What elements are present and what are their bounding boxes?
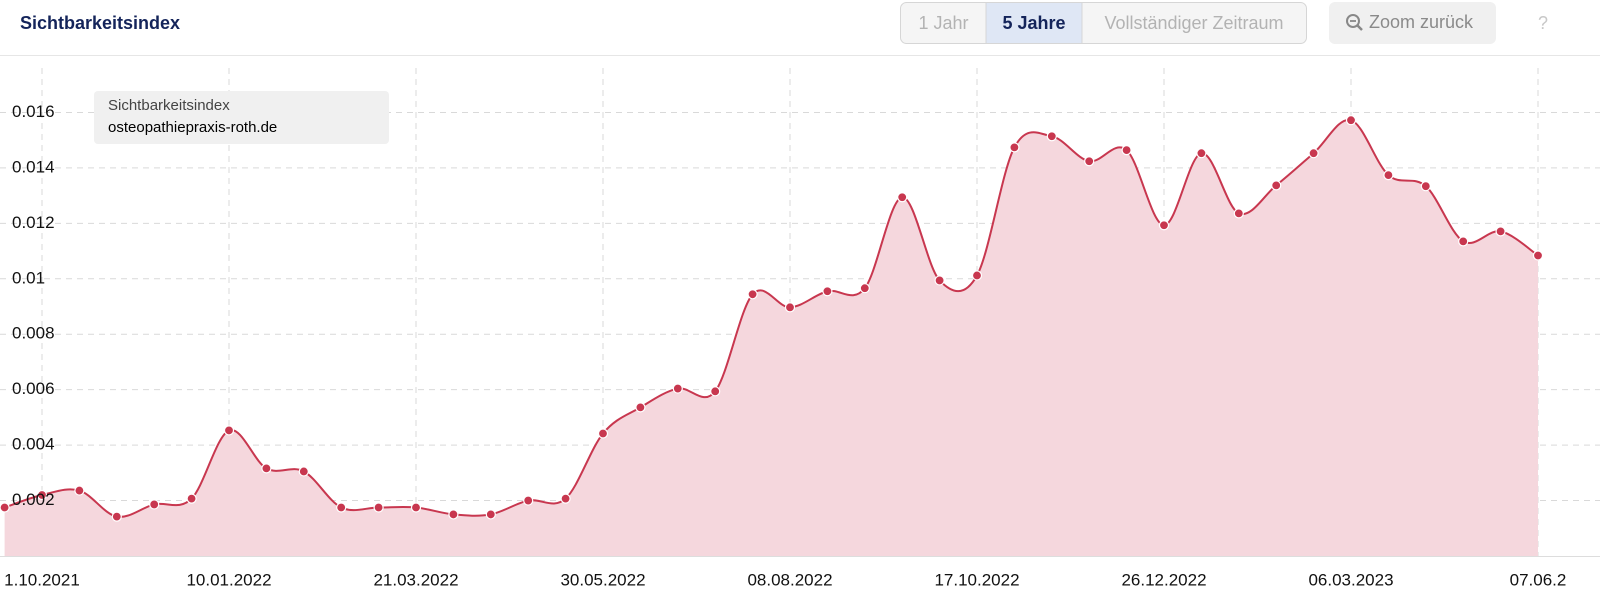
y-tick-label: 0.002 bbox=[12, 490, 55, 509]
point bbox=[1233, 208, 1244, 219]
y-tick-label: 0.016 bbox=[12, 102, 55, 121]
x-tick-label: 08.08.2022 bbox=[747, 570, 832, 589]
x-tick-label: 07.06.2 bbox=[1510, 570, 1567, 589]
point bbox=[1308, 148, 1319, 159]
point bbox=[36, 489, 48, 501]
range-button-active bbox=[986, 3, 1082, 43]
x-tick-label: 21.03.2022 bbox=[373, 570, 458, 589]
point bbox=[448, 509, 459, 520]
tooltip bbox=[94, 91, 389, 144]
point bbox=[373, 502, 384, 513]
point bbox=[0, 502, 10, 513]
point bbox=[1420, 181, 1431, 192]
point bbox=[1158, 220, 1170, 231]
point bbox=[149, 499, 160, 510]
point bbox=[822, 286, 833, 297]
x-tick-label: 26.12.2022 bbox=[1121, 570, 1206, 589]
y-tick-label: 0.006 bbox=[12, 379, 55, 398]
point bbox=[859, 283, 870, 294]
point bbox=[971, 270, 983, 281]
point bbox=[1196, 148, 1207, 159]
point bbox=[672, 383, 683, 394]
point bbox=[74, 485, 85, 496]
point bbox=[223, 425, 235, 436]
zoom-icon bbox=[1356, 24, 1363, 31]
point bbox=[897, 192, 908, 203]
point bbox=[261, 463, 272, 474]
point bbox=[1084, 156, 1095, 167]
y-tick-label: 0.014 bbox=[12, 157, 55, 176]
point bbox=[1383, 169, 1394, 181]
x-tick-label: 30.05.2022 bbox=[560, 570, 645, 589]
x-tick-label: 1.10.2021 bbox=[4, 570, 80, 589]
x-tick-label: 17.10.2022 bbox=[934, 570, 1019, 589]
point bbox=[1495, 226, 1506, 237]
y-tick-label: 0.01 bbox=[12, 268, 45, 287]
point bbox=[336, 502, 347, 513]
zoom-icon bbox=[1346, 14, 1360, 28]
point bbox=[1345, 115, 1357, 126]
y-tick-label: 0.008 bbox=[12, 324, 55, 343]
point bbox=[186, 493, 197, 504]
point bbox=[1009, 142, 1020, 153]
point bbox=[784, 302, 796, 313]
legend-entry: osteopathiepraxis-roth.de bbox=[108, 119, 277, 136]
zoom-button[interactable] bbox=[1329, 2, 1496, 44]
range-button[interactable]: 5 Jahre bbox=[1002, 13, 1065, 33]
point bbox=[523, 495, 534, 506]
point bbox=[298, 466, 309, 477]
tooltip-title: Sichtbarkeitsindex bbox=[108, 97, 230, 114]
point bbox=[410, 502, 422, 513]
area bbox=[4, 119, 1539, 556]
point bbox=[111, 511, 122, 522]
point bbox=[1121, 145, 1132, 156]
point bbox=[1271, 180, 1282, 191]
point bbox=[710, 386, 721, 397]
point bbox=[1532, 250, 1544, 261]
point bbox=[635, 402, 646, 413]
x-tick-label: 06.03.2023 bbox=[1308, 570, 1393, 589]
page-title: Sichtbarkeitsindex bbox=[20, 13, 180, 33]
point bbox=[560, 493, 571, 504]
y-tick-label: 0.004 bbox=[12, 435, 55, 454]
range-button[interactable]: Vollständiger Zeitraum bbox=[1104, 13, 1283, 33]
range-button[interactable]: 1 Jahr bbox=[918, 13, 968, 33]
point bbox=[485, 509, 496, 520]
point bbox=[747, 289, 758, 300]
x-tick-label: 10.01.2022 bbox=[186, 570, 271, 589]
zoom-label[interactable]: Zoom zurück bbox=[1369, 12, 1474, 32]
help-icon[interactable]: ? bbox=[1538, 13, 1548, 33]
point bbox=[597, 428, 609, 439]
point bbox=[934, 275, 945, 286]
y-tick-label: 0.012 bbox=[12, 213, 55, 232]
point bbox=[1046, 131, 1057, 142]
point bbox=[1458, 236, 1469, 247]
